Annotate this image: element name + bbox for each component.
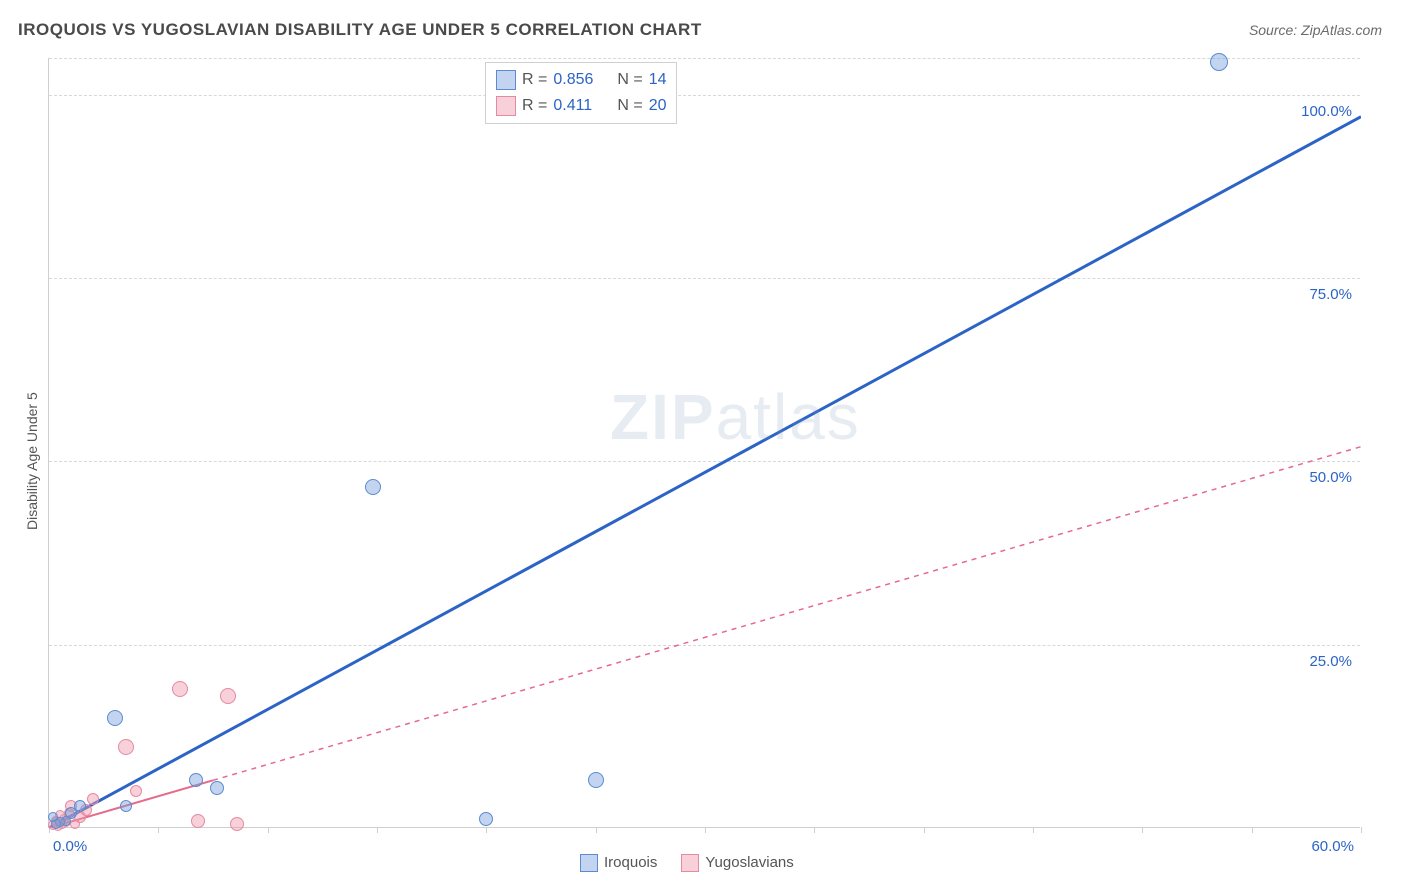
scatter-point [1210, 53, 1228, 71]
legend-n-prefix: N = [617, 97, 642, 115]
legend-label: Yugoslavians [705, 854, 793, 871]
x-tick-label: 0.0% [53, 838, 87, 855]
y-axis-label: Disability Age Under 5 [24, 392, 40, 530]
source-label: Source: ZipAtlas.com [1249, 22, 1382, 38]
legend-swatch [681, 854, 699, 872]
scatter-point [118, 739, 134, 755]
legend-r-prefix: R = [522, 97, 547, 115]
scatter-point [191, 814, 205, 828]
regression-line-solid [49, 117, 1361, 828]
legend-n-value: 20 [649, 97, 667, 115]
plot-area: 25.0%50.0%75.0%100.0%0.0%60.0% [48, 58, 1360, 828]
legend-r-prefix: R = [522, 71, 547, 89]
series-legend: Iroquois Yugoslavians [580, 854, 794, 872]
legend-r-value: 0.856 [553, 71, 611, 89]
regression-line-dashed [213, 447, 1361, 781]
scatter-point [172, 681, 188, 697]
x-tick-label: 60.0% [1311, 838, 1354, 855]
legend-swatch [580, 854, 598, 872]
scatter-point [107, 710, 123, 726]
stats-legend-row: R = 0.411 N = 20 [496, 93, 666, 119]
chart-title: IROQUOIS VS YUGOSLAVIAN DISABILITY AGE U… [18, 20, 702, 40]
legend-n-prefix: N = [617, 71, 642, 89]
x-tick [1361, 827, 1362, 833]
scatter-point [230, 817, 244, 831]
scatter-point [210, 781, 224, 795]
scatter-point [120, 800, 132, 812]
legend-r-value: 0.411 [553, 97, 611, 115]
regression-lines [49, 58, 1361, 828]
legend-n-value: 14 [649, 71, 667, 89]
scatter-point [588, 772, 604, 788]
stats-legend: R = 0.856 N = 14 R = 0.411 N = 20 [485, 62, 677, 124]
scatter-point [87, 793, 99, 805]
legend-item: Iroquois [580, 854, 657, 872]
scatter-point [365, 479, 381, 495]
scatter-point [189, 773, 203, 787]
legend-swatch [496, 96, 516, 116]
legend-label: Iroquois [604, 854, 657, 871]
legend-swatch [496, 70, 516, 90]
stats-legend-row: R = 0.856 N = 14 [496, 67, 666, 93]
legend-item: Yugoslavians [681, 854, 793, 872]
